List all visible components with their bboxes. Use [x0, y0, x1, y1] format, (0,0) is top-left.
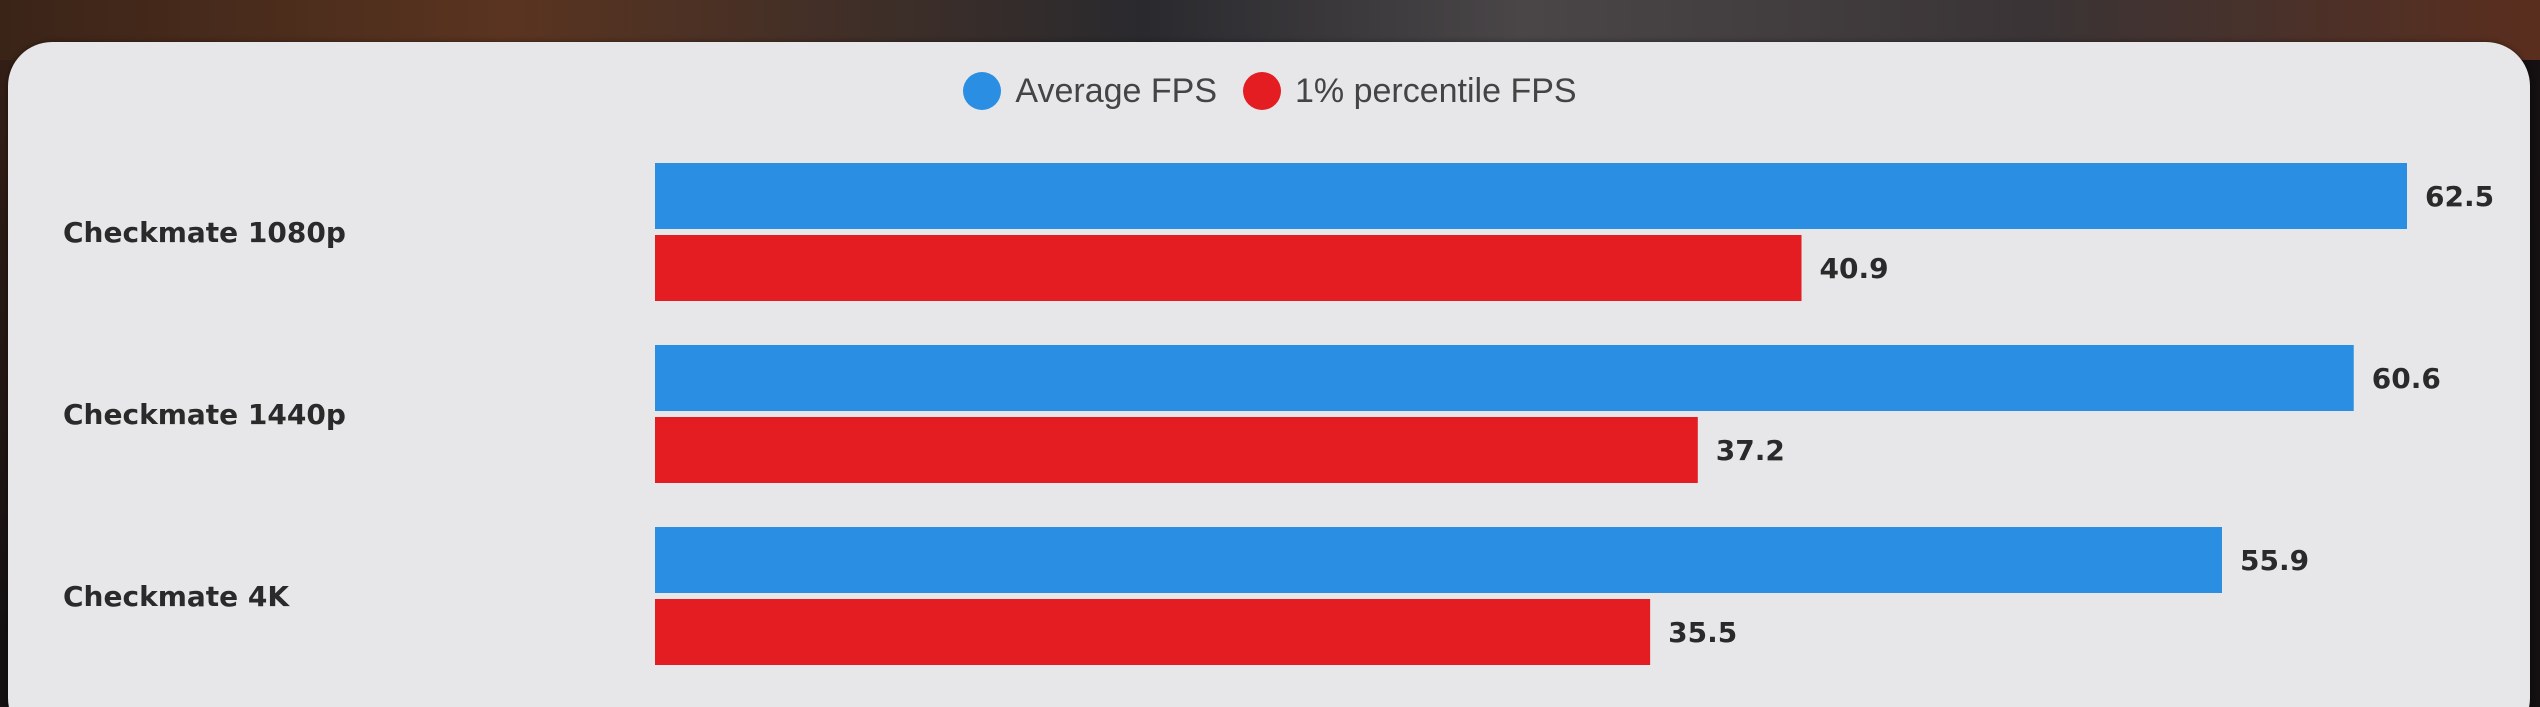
bar-average-fps-checkmate-4k — [655, 527, 2222, 593]
chart-legend: Average FPS 1% percentile FPS — [0, 66, 2540, 116]
value-label-average-fps-checkmate-1440p: 60.6 — [2372, 362, 2441, 395]
bar-average-fps-checkmate-1440p — [655, 345, 2354, 411]
bar-average-fps-checkmate-1080p — [655, 163, 2407, 229]
category-label-checkmate-1440p: Checkmate 1440p — [63, 398, 346, 431]
value-label-average-fps-checkmate-4k: 55.9 — [2240, 544, 2309, 577]
bar-1pct-percentile-fps-checkmate-1080p — [655, 235, 1802, 301]
value-label-1pct-percentile-fps-checkmate-4k: 35.5 — [1668, 616, 1737, 649]
legend-item-average-fps: Average FPS — [963, 72, 1217, 111]
legend-label-average-fps: Average FPS — [1015, 71, 1217, 110]
legend-label-1pct-fps: 1% percentile FPS — [1295, 71, 1577, 110]
category-label-checkmate-4k: Checkmate 4K — [63, 580, 290, 613]
legend-item-1pct-fps: 1% percentile FPS — [1243, 72, 1577, 111]
value-label-1pct-percentile-fps-checkmate-1080p: 40.9 — [1820, 252, 1889, 285]
bar-1pct-percentile-fps-checkmate-1440p — [655, 417, 1698, 483]
bar-1pct-percentile-fps-checkmate-4k — [655, 599, 1651, 665]
value-label-average-fps-checkmate-1080p: 62.5 — [2425, 180, 2494, 213]
value-label-1pct-percentile-fps-checkmate-1440p: 37.2 — [1716, 434, 1785, 467]
category-label-checkmate-1080p: Checkmate 1080p — [63, 216, 346, 249]
legend-swatch-average-fps — [963, 72, 1002, 110]
legend-swatch-1pct-fps — [1243, 72, 1281, 110]
